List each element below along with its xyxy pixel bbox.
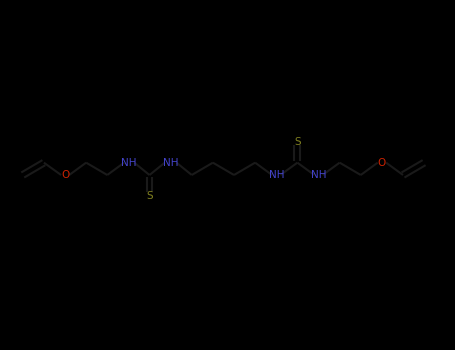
Text: O: O (378, 158, 386, 168)
Text: O: O (61, 170, 69, 180)
Text: NH: NH (121, 158, 136, 168)
Text: S: S (146, 191, 153, 201)
Text: NH: NH (163, 158, 178, 168)
Text: S: S (294, 136, 301, 147)
Text: NH: NH (268, 170, 284, 180)
Text: NH: NH (311, 170, 326, 180)
